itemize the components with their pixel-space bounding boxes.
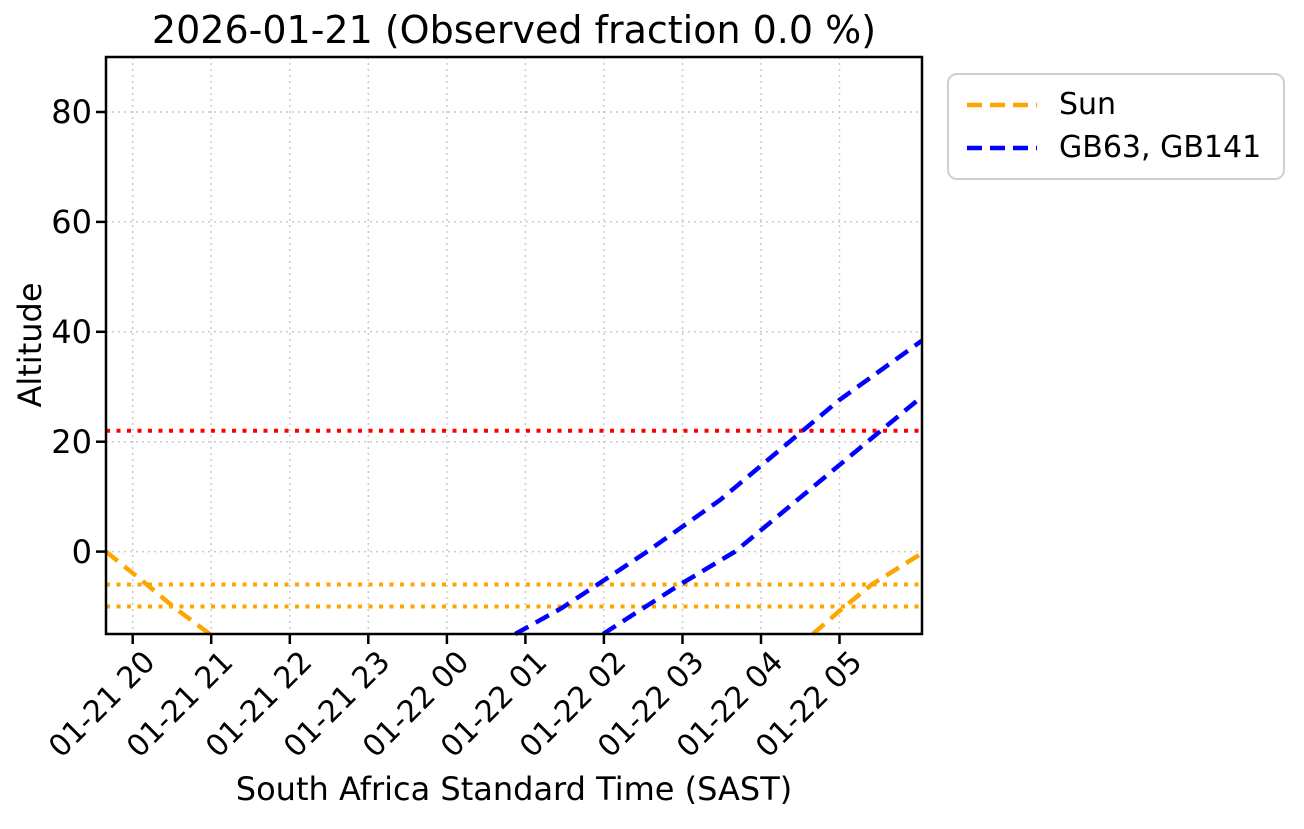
y-tick-label: 40 (51, 312, 92, 351)
y-tick-label: 80 (51, 92, 92, 131)
legend-label: GB63, GB141 (1059, 130, 1262, 165)
sun-dash-swatch (967, 102, 1037, 108)
legend-label: Sun (1059, 87, 1117, 122)
y-axis-label: Altitude (11, 282, 49, 408)
y-tick-label: 0 (71, 532, 92, 571)
targets-dash-swatch (967, 145, 1037, 151)
series-sun (104, 549, 212, 636)
series-gb63-gb141 (514, 338, 924, 636)
plot-frame (104, 55, 924, 636)
y-tick-label: 20 (51, 422, 92, 461)
x-axis-label: South Africa Standard Time (SAST) (235, 770, 793, 808)
legend-item-targets: GB63, GB141 (967, 133, 1283, 163)
chart-title: 2026-01-21 (Observed fraction 0.0 %) (151, 8, 877, 52)
y-tick-label: 60 (51, 202, 92, 241)
legend: Sun GB63, GB141 (947, 73, 1285, 180)
series-sun (811, 551, 924, 636)
legend-item-sun: Sun (967, 90, 1283, 120)
series-gb63-gb141 (601, 394, 924, 636)
